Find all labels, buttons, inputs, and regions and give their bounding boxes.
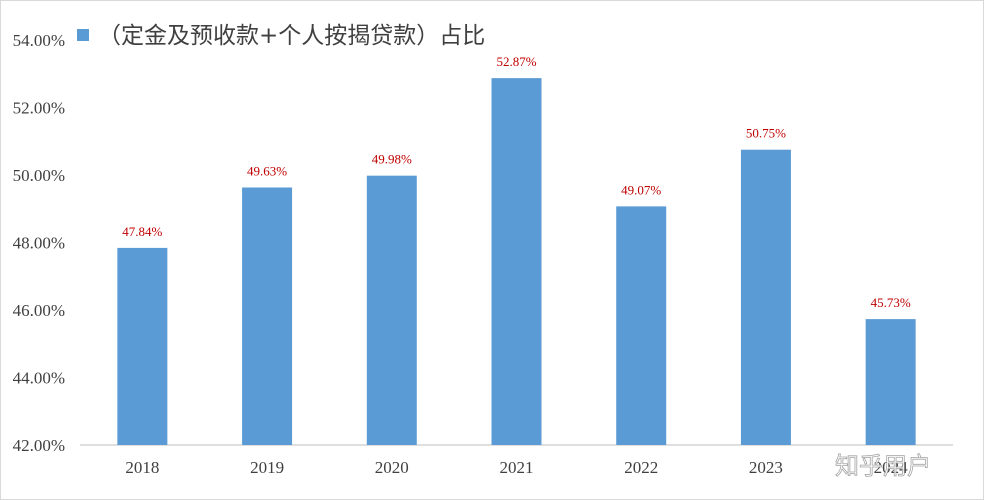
y-tick-label: 54.00% — [13, 31, 65, 50]
data-labels: 47.84% 49.63% 49.98% 52.87% 49.07% 50.75% 45.7… — [122, 54, 911, 310]
y-axis: 42.00% 44.00% 46.00% 48.00% 50.00% 52.00% 54.0… — [13, 31, 65, 455]
y-tick-label: 42.00% — [13, 436, 65, 455]
bar — [740, 149, 791, 445]
x-tick-label: 2019 — [250, 458, 284, 477]
x-tick-label: 2023 — [749, 458, 783, 477]
data-label: 49.63% — [247, 163, 287, 178]
y-tick-label: 48.00% — [13, 234, 65, 253]
bar — [616, 206, 667, 445]
bar — [491, 78, 542, 445]
legend: （定金及预收款+个人按揭贷款）占比 — [77, 23, 485, 49]
bar — [117, 247, 168, 445]
x-axis: 2018 2019 2020 2021 2022 2023 2024 — [80, 444, 953, 477]
data-label: 52.87% — [496, 54, 536, 69]
bar — [366, 175, 417, 446]
x-tick-label: 2018 — [125, 458, 159, 477]
y-tick-label: 50.00% — [13, 166, 65, 185]
bar — [865, 319, 916, 445]
x-tick-label: 2020 — [375, 458, 409, 477]
data-label: 49.07% — [621, 182, 661, 197]
bar — [242, 187, 293, 446]
bars — [117, 78, 916, 446]
y-tick-label: 46.00% — [13, 301, 65, 320]
x-tick-label: 2021 — [500, 458, 534, 477]
x-tick-label: 2024 — [874, 458, 909, 477]
legend-swatch — [77, 29, 89, 41]
legend-label: （定金及预收款+个人按揭贷款）占比 — [98, 23, 485, 49]
watermark-text: 知乎用户 — [835, 452, 931, 480]
x-tick-label: 2022 — [624, 458, 658, 477]
data-label: 50.75% — [746, 126, 786, 141]
data-label: 45.73% — [871, 295, 911, 310]
y-tick-label: 44.00% — [13, 369, 65, 388]
data-label: 47.84% — [122, 224, 162, 239]
data-label: 49.98% — [372, 152, 412, 167]
y-tick-label: 52.00% — [13, 99, 65, 118]
